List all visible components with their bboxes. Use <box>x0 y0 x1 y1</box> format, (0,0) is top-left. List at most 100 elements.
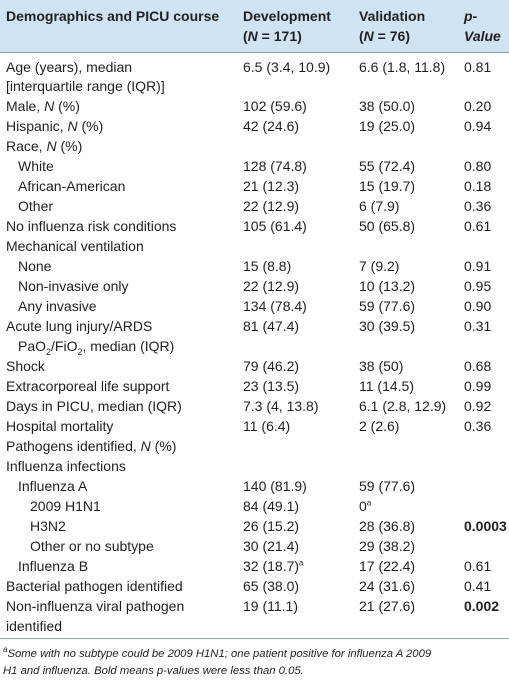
header-validation: Validation (N = 76) <box>359 8 426 44</box>
dev-value: 22 (12.9) <box>243 198 300 214</box>
table-row: Other or no subtype 30 (21.4) 29 (38.2) <box>0 537 509 557</box>
table-row: Non-influenza viral pathogen 19 (11.1) 2… <box>0 597 509 617</box>
row-label: Non-influenza viral pathogen <box>6 598 185 614</box>
p-value <box>458 237 509 257</box>
table-row: White 128 (74.8) 55 (72.4) 0.80 <box>0 157 509 177</box>
table-row: identified <box>0 617 509 639</box>
row-label: Other or no subtype <box>30 538 154 554</box>
p-value <box>458 537 509 557</box>
val-value: 6 (7.9) <box>359 198 400 214</box>
p-value: 0.20 <box>464 98 492 114</box>
p-value <box>458 137 509 157</box>
dev-value <box>237 237 353 257</box>
dev-value: 134 (78.4) <box>243 298 307 314</box>
table-row: Age (years), median 6.5 (3.4, 10.9) 6.6 … <box>0 52 509 77</box>
row-label: Shock <box>6 358 45 374</box>
p-value: 0.90 <box>464 298 492 314</box>
p-value: 0.61 <box>464 558 492 574</box>
row-label: Influenza A <box>18 478 88 494</box>
header-development: Development (N = 171) <box>243 8 331 44</box>
table-row: Hospital mortality 11 (6.4) 2 (2.6) 0.36 <box>0 417 509 437</box>
dev-value: 140 (81.9) <box>243 478 307 494</box>
table-row: Bacterial pathogen identified 65 (38.0) … <box>0 577 509 597</box>
row-label: [interquartile range (IQR)] <box>6 78 165 94</box>
row-label: African-American <box>18 178 126 194</box>
row-label: Acute lung injury/ARDS <box>6 318 153 334</box>
table-row: Days in PICU, median (IQR) 7.3 (4, 13.8)… <box>0 397 509 417</box>
row-label: Influenza B <box>18 558 89 574</box>
val-value: 6.6 (1.8, 11.8) <box>353 52 458 77</box>
row-label: Any invasive <box>18 298 97 314</box>
val-value: 15 (19.7) <box>359 178 416 194</box>
dev-value <box>237 457 353 477</box>
footnote-marker: a <box>366 498 372 508</box>
dev-value: 102 (59.6) <box>243 98 307 114</box>
row-label: No influenza risk conditions <box>6 218 177 234</box>
dev-value: 7.3 (4, 13.8) <box>243 398 319 414</box>
val-value <box>353 77 458 97</box>
p-value-significant: 0.002 <box>464 598 500 614</box>
dev-value: 84 (49.1) <box>243 498 300 514</box>
dev-value: 79 (46.2) <box>243 358 300 374</box>
dev-value: 128 (74.8) <box>243 158 307 174</box>
row-label: None <box>18 258 52 274</box>
p-value <box>458 457 509 477</box>
val-value <box>353 457 458 477</box>
row-label: H3N2 <box>30 518 66 534</box>
p-value: 0.68 <box>464 358 492 374</box>
footnote-line-1: Some with no subtype could be 2009 H1N1;… <box>7 648 432 660</box>
row-label: Hispanic, N (%) <box>6 118 104 134</box>
dev-value: 32 (18.7)a <box>243 558 304 574</box>
p-value: 0.99 <box>464 378 492 394</box>
val-value: 6.1 (2.8, 12.9) <box>359 398 447 414</box>
row-label: White <box>18 158 54 174</box>
val-value: 59 (77.6) <box>359 298 416 314</box>
p-value: 0.81 <box>458 52 509 77</box>
dev-value: 6.5 (3.4, 10.9) <box>237 52 353 77</box>
table-row: Acute lung injury/ARDS 81 (47.4) 30 (39.… <box>0 317 509 337</box>
footnote-marker: a <box>3 645 8 655</box>
val-value <box>353 337 458 357</box>
row-label: Race, N (%) <box>6 138 83 154</box>
dev-value <box>237 77 353 97</box>
val-value: 0a <box>359 498 372 514</box>
row-label: Pathogens identified, N (%) <box>6 438 177 454</box>
val-value <box>353 437 458 457</box>
dev-value: 21 (12.3) <box>243 178 300 194</box>
table-row: Influenza B 32 (18.7)a 17 (22.4) 0.61 <box>0 557 509 577</box>
val-value: 19 (25.0) <box>359 118 416 134</box>
val-value: 28 (36.8) <box>359 518 416 534</box>
dev-value: 11 (6.4) <box>243 418 291 434</box>
row-label: Influenza infections <box>6 458 126 474</box>
val-value <box>353 617 458 639</box>
p-value <box>458 437 509 457</box>
row-label: Bacterial pathogen identified <box>6 578 183 594</box>
demographics-table: Demographics and PICU course Development… <box>0 0 509 639</box>
row-label: PaO2/FiO2, median (IQR) <box>18 338 175 357</box>
p-value: 0.41 <box>464 578 492 594</box>
val-value: 29 (38.2) <box>359 538 416 554</box>
p-value: 0.92 <box>464 398 492 414</box>
p-value: 0.80 <box>464 158 492 174</box>
table-row: None 15 (8.8) 7 (9.2) 0.91 <box>0 257 509 277</box>
header-demographics: Demographics and PICU course <box>6 8 220 24</box>
row-label: Male, N (%) <box>6 98 80 114</box>
dev-value: 19 (11.1) <box>243 598 298 614</box>
footnote-line-2: H1 and influenza. Bold means p-values we… <box>3 665 304 677</box>
val-value: 21 (27.6) <box>359 598 416 614</box>
dev-value: 26 (15.2) <box>243 518 300 534</box>
p-value <box>458 497 509 517</box>
dev-value: 22 (12.9) <box>243 278 300 294</box>
dev-value: 23 (13.5) <box>243 378 300 394</box>
p-value: 0.18 <box>464 178 492 194</box>
val-value: 2 (2.6) <box>359 418 400 434</box>
val-value: 11 (14.5) <box>359 378 414 394</box>
row-label: Non-invasive only <box>18 278 129 294</box>
dev-value <box>237 617 353 639</box>
p-value-significant: 0.0003 <box>464 518 507 534</box>
p-value: 0.94 <box>464 118 492 134</box>
p-value <box>458 617 509 639</box>
table-row: Influenza infections <box>0 457 509 477</box>
row-label: Age (years), median <box>0 52 237 77</box>
